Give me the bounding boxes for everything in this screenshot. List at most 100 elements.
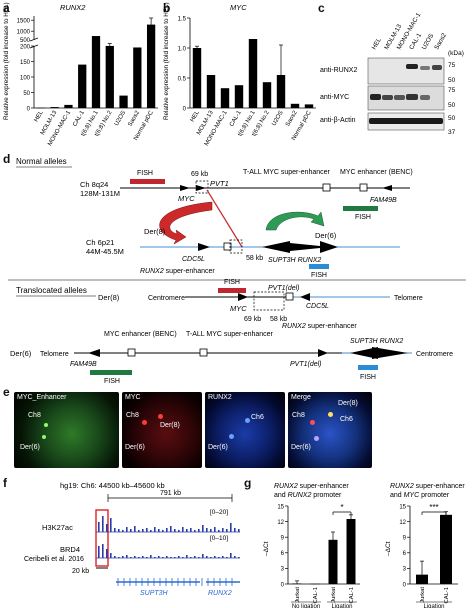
brd4-signal-bar — [114, 556, 116, 558]
chart-g2-ylabel: –ΔCt — [385, 541, 392, 556]
chart-g2-xtick-label: CAL-1 — [444, 587, 450, 603]
fish-probe-red-der8 — [218, 288, 246, 293]
chart-b-bar — [262, 82, 272, 108]
myc-arrow-der8 — [238, 293, 248, 301]
blot-band-runx2-saos2 — [432, 65, 442, 70]
h3k27ac-signal-bar — [202, 525, 204, 532]
brd4-signal-bar — [174, 557, 176, 558]
der6-label: Der(6) — [10, 349, 32, 358]
chr6-label: Ch 6p21 — [86, 238, 114, 247]
micro-signal-blue-1 — [245, 418, 250, 423]
brd4-track — [96, 544, 240, 559]
micro-signal-blue-2 — [229, 434, 234, 439]
breakpoint-box-der8 — [253, 291, 285, 311]
h3k27ac-signal-bar — [158, 529, 160, 532]
brd4-signal-bar — [134, 556, 136, 558]
chart-b-xtick-label: Saos2 — [285, 109, 299, 127]
chart-g1-ytick-label: 3 — [281, 567, 285, 573]
chart-a-xtick-label: Saos2 — [127, 109, 141, 127]
h3k27ac-signal-bar — [134, 526, 136, 532]
chart-b-bar — [276, 75, 286, 108]
cdc5l-arrow — [198, 243, 210, 251]
translocation-diagram: Normal alleles Ch 8q24 128M-131M FISH MY… — [8, 157, 466, 384]
brd4-signal-bar — [218, 557, 220, 558]
gene-label-supt3h: SUPT3H — [140, 590, 169, 597]
runx2-gene-top: RUNX2 — [298, 257, 322, 264]
chart-a-title: RUNX2 — [60, 3, 86, 12]
micro-signal-green-1 — [44, 423, 48, 427]
chart-a-break-mark-2 — [29, 44, 39, 49]
supt3h-arrow-der6 — [350, 347, 378, 359]
kb69-label-top: 69 kb — [191, 171, 208, 178]
chart-a-ytick-label: 150 — [20, 60, 31, 66]
h3k27ac-signal-bar — [170, 526, 172, 532]
blot-marker-runx2-50: 50 — [448, 77, 456, 84]
chart-g1-xtick-label: CAL-1 — [313, 587, 319, 603]
centromere-label-der6: Centromere — [416, 351, 453, 358]
chart-g2-ytick-label: 15 — [399, 504, 406, 510]
kb69-label-der8: 69 kb — [244, 316, 261, 323]
chart-a-xtick-label: CAL-1 — [72, 109, 86, 127]
brd4-signal-bar — [98, 546, 100, 558]
pvt1-label: PVT1 — [210, 179, 229, 188]
chart-b-xtick-label: HEL — [190, 109, 201, 123]
fish-probe-blue-der6 — [358, 365, 378, 370]
brd4-signal-bar — [162, 557, 164, 558]
h3k27ac-signal-bar — [198, 529, 200, 532]
blot-band-myc-hel — [370, 94, 381, 100]
myc-enhancer-box-der6 — [127, 348, 136, 357]
h3k27ac-signal-bar — [206, 528, 208, 532]
telomere-label-der6: Telomere — [40, 351, 69, 358]
chart-g2-ytick-label: 9 — [403, 536, 407, 542]
brd4-signal-bar — [238, 557, 240, 558]
runx2-gene-der6: RUNX2 — [380, 338, 404, 345]
chart-a-bar — [91, 36, 101, 108]
chart-a-bar — [78, 64, 87, 108]
chart-b-xtick-label: CAL-1 — [229, 109, 243, 127]
chart-b-bar — [234, 85, 244, 108]
supt3h-arrow — [262, 241, 290, 253]
h3k27ac-signal-bar — [214, 527, 216, 532]
myc-label-der8: MYC — [230, 304, 247, 313]
micro-signal-red-1 — [142, 420, 147, 425]
tall-super-enhancer-label: T-ALL MYC super-enhancer — [243, 169, 331, 176]
runx2-super-enhancer-label-top: RUNX2 super-enhancer — [140, 268, 215, 275]
runx2-se-label-der8: RUNX2 super-enhancer — [282, 323, 357, 330]
g2-title-suffix1: super-enhancer — [414, 483, 466, 490]
panel-label-c: c — [318, 1, 325, 15]
normal-alleles-title: Normal alleles — [16, 157, 67, 166]
runx2-se-suffix-der8: super-enhancer — [306, 323, 358, 330]
h3k27ac-signal-bar — [98, 522, 100, 532]
brd4-signal-bar — [222, 556, 224, 558]
brd4-signal-bar — [154, 557, 156, 558]
g1-title-line1: RUNX2 super-enhancer — [274, 483, 349, 490]
h3k27ac-signal-bar — [182, 527, 184, 532]
chart-b-title: MYC — [230, 3, 247, 12]
blot-marker-actin-37: 37 — [448, 129, 456, 136]
blot-row-label-runx2: anti-RUNX2 — [320, 67, 357, 74]
myc-gene-label: MYC — [178, 194, 195, 203]
brd4-signal-bar — [102, 544, 104, 558]
micro-der6-label-3: Der(6) — [208, 444, 228, 451]
blot-band-actin — [369, 118, 443, 124]
pvt1-arrow-der6 — [318, 349, 328, 357]
fish-probe-blue-top — [309, 264, 329, 269]
der8-label: Der(8) — [98, 293, 120, 302]
fam49b-arrow-der6 — [88, 349, 100, 357]
h3k27ac-signal-bar — [222, 528, 224, 532]
blot-band-myc-u2os — [420, 95, 430, 100]
green-exchange-arrow — [265, 211, 325, 231]
brd4-signal-bar — [234, 556, 236, 558]
blot-marker-myc-50: 50 — [448, 102, 456, 109]
brd4-signal-bar — [194, 556, 196, 558]
chart-g1-ytick-label: 0 — [281, 582, 285, 588]
h3k27ac-signal-bar — [190, 528, 192, 532]
chart-g2-ytick-label: 3 — [403, 567, 407, 573]
micro-title-3: RUNX2 — [208, 394, 232, 401]
h3k27ac-signal-bar — [178, 530, 180, 532]
scale-bar-label: 20 kb — [72, 568, 89, 575]
chart-a-bar — [105, 45, 114, 108]
g2-title-line2: and MYC promoter — [390, 492, 450, 499]
brd4-signal-bar — [202, 554, 204, 558]
h3k27ac-signal-bar — [110, 518, 112, 532]
